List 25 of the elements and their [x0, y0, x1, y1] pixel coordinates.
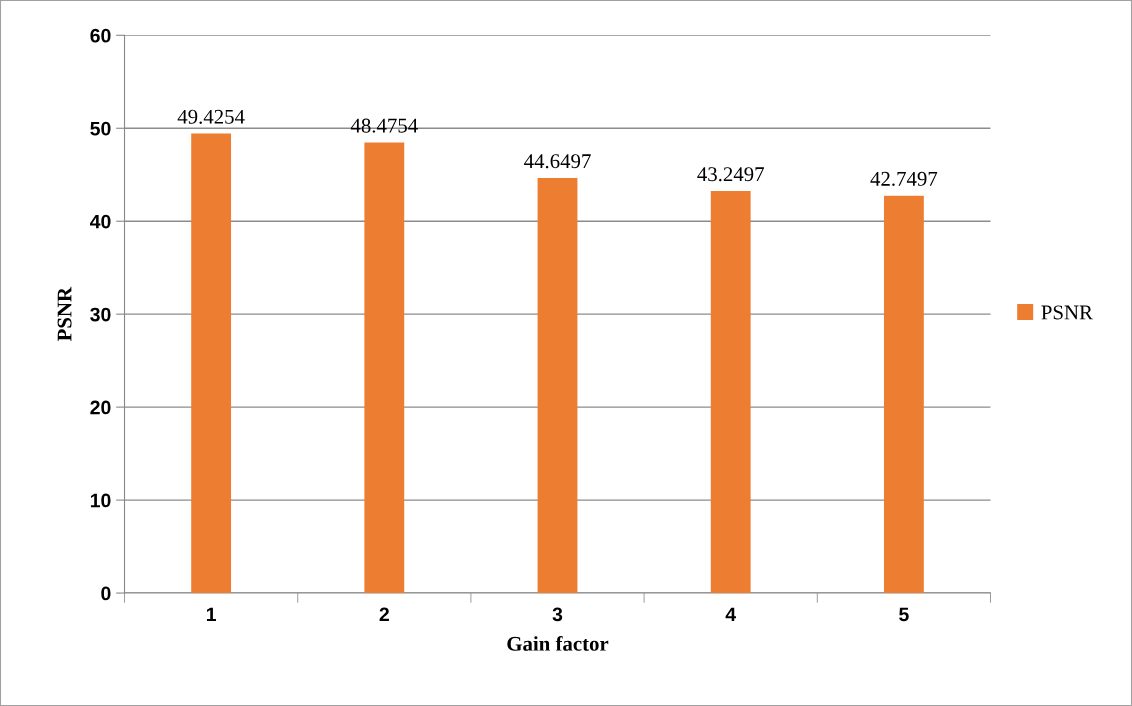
bar	[883, 195, 924, 594]
data-label: 49.4254	[177, 109, 245, 124]
x-tick-label: 1	[206, 607, 216, 622]
x-tick-label: 5	[899, 607, 909, 622]
bar	[364, 142, 405, 594]
data-label: 44.6497	[524, 154, 591, 169]
y-tick-label: 30	[90, 307, 111, 322]
data-label: 43.2497	[697, 167, 764, 182]
y-tick-label: 40	[89, 214, 111, 229]
data-label: 48.4754	[350, 118, 418, 133]
legend-label: PSNR	[1041, 305, 1093, 320]
y-axis-title: PSNR	[57, 286, 72, 342]
x-axis-title: Gain factor	[507, 635, 609, 651]
bar	[710, 191, 751, 594]
data-label: 42.7497	[870, 171, 938, 186]
x-tick-label: 2	[379, 607, 389, 622]
y-tick-label: 50	[90, 121, 111, 136]
y-tick-label: 10	[90, 493, 111, 508]
x-tick-label: 3	[552, 607, 563, 622]
y-tick-label: 0	[101, 586, 111, 601]
bar	[191, 133, 232, 594]
x-tick-label: 4	[725, 607, 737, 622]
y-tick-label: 20	[90, 400, 111, 415]
bar	[537, 177, 578, 594]
y-tick-label: 60	[90, 28, 111, 43]
